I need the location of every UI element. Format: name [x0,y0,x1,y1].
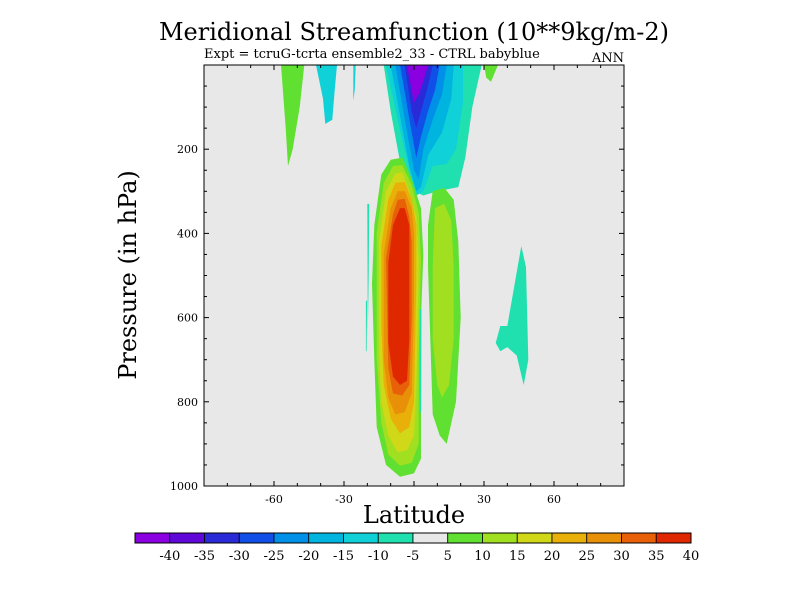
colorbar-swatch [516,532,553,544]
colorbar-swatch [482,532,518,544]
colorbar-swatch [273,532,310,544]
y-axis-title: Pressure (in hPa) [114,170,142,380]
chart-title: Meridional Streamfunction (10**9kg/m-2) [159,18,669,46]
colorbar-tick-label: -5 [407,549,420,564]
axis-ticks: -60 -30 30 60 200 400 600 800 1000 [170,65,624,506]
y-tick-label: 1000 [170,480,198,493]
x-axis-title: Latitude [363,501,465,529]
colorbar-swatch [412,532,449,544]
positive-plume-sh [281,65,305,166]
colorbar-tick-label: 35 [648,549,665,564]
colorbar-tick-label: 40 [683,549,700,564]
colorbar-tick-label: -35 [194,549,215,564]
colorbar-tick-label: 10 [474,549,491,564]
colorbar-swatch [377,532,414,544]
y-tick-label: 600 [177,312,198,325]
colorbar-swatch [204,532,240,544]
x-tick-label: -30 [335,493,353,506]
contour-fill-layer [281,65,529,477]
negative-line-left [367,203,370,335]
colorbar-swatch [308,532,344,544]
y-tick-label: 400 [177,227,198,240]
colorbar-swatch [551,532,588,544]
colorbar-tick-label: -15 [333,549,354,564]
negative-cell-core [407,65,428,103]
colorbar-tick-label: -40 [159,549,180,564]
colorbar-frame [134,532,692,544]
colorbar-swatch [447,532,483,544]
colorbar-tick-label: 5 [444,549,452,564]
positive-cell-nh-level-2 [432,203,454,398]
colorbar-tick-label: 15 [509,549,526,564]
colorbar-swatch [238,532,275,544]
chart-subtitle: Expt = tcruG-tcrta ensemble2_33 - CTRL b… [204,47,540,62]
colorbar-swatch [169,532,205,544]
colorbar-swatch [621,532,657,544]
negative-tongue-sh [316,65,337,124]
colorbar-tick-label: 30 [613,549,630,564]
colorbar-tick-label: -30 [229,549,250,564]
colorbar-swatch [134,532,171,544]
colorbar-tick-label: -25 [264,549,285,564]
negative-line-left-lower [365,300,368,352]
positive-cell-core [388,208,410,385]
x-tick-label: -60 [265,493,283,506]
colorbar-tick-label: 20 [544,549,561,564]
y-tick-label: 200 [177,143,198,156]
negative-patch-nh [495,246,529,385]
y-tick-label: 800 [177,396,198,409]
colorbar-swatch [655,532,692,544]
x-tick-label: 30 [477,493,491,506]
negative-sliver-inner [353,65,355,82]
positive-sliver-nh-top [484,65,498,82]
negative-line-center [419,309,422,415]
colorbar-swatch [343,532,379,544]
colorbar-swatch [586,532,622,544]
colorbar-tick-label: -20 [298,549,319,564]
x-tick-label: 60 [547,493,561,506]
colorbar-tick-label: -10 [368,549,389,564]
colorbar-tick-label: 25 [579,549,596,564]
colorbar: -40 -35 -30 -25 -20 -15 -10 -5 5 10 15 20 25 30 35 40 [134,532,700,564]
season-label: ANN [591,51,624,66]
